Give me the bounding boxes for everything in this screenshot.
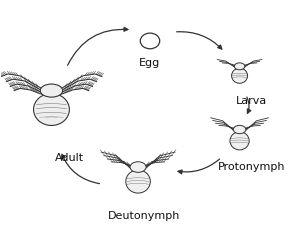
Text: Protonymph: Protonymph — [218, 162, 285, 172]
FancyArrowPatch shape — [178, 159, 220, 174]
Ellipse shape — [34, 94, 69, 126]
FancyArrowPatch shape — [177, 32, 222, 49]
FancyArrowPatch shape — [247, 97, 251, 113]
Ellipse shape — [140, 33, 160, 49]
Ellipse shape — [234, 63, 245, 70]
Text: Larva: Larva — [236, 96, 267, 106]
Ellipse shape — [230, 132, 249, 150]
Ellipse shape — [40, 84, 63, 97]
Text: Adult: Adult — [55, 153, 84, 163]
Text: Egg: Egg — [140, 58, 160, 68]
Text: Deutonymph: Deutonymph — [108, 211, 180, 221]
FancyArrowPatch shape — [68, 27, 128, 65]
Ellipse shape — [232, 68, 247, 83]
Ellipse shape — [126, 170, 150, 193]
Ellipse shape — [130, 162, 146, 172]
FancyArrowPatch shape — [62, 154, 100, 184]
Ellipse shape — [233, 125, 246, 134]
